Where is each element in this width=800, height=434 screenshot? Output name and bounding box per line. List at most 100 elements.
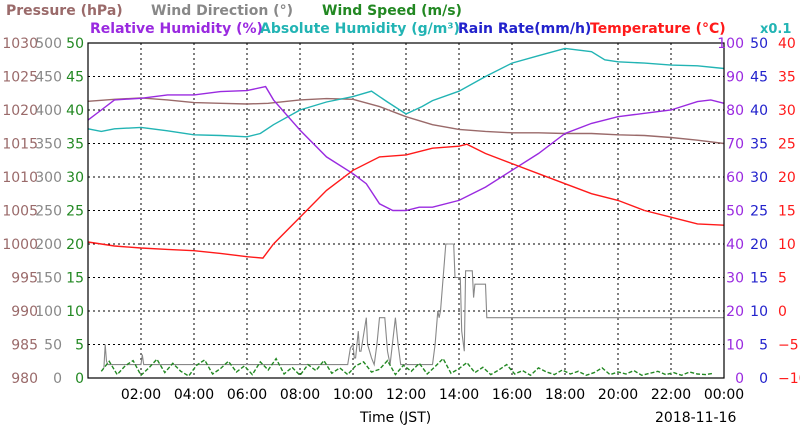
tick-x: 16:00 — [492, 387, 532, 403]
tick-rain-rate: 35 — [750, 137, 768, 153]
tick-temperature: 5 — [778, 271, 787, 287]
plot-border — [87, 42, 725, 379]
grid — [88, 43, 724, 378]
tick-rain-rate: 45 — [750, 70, 768, 86]
tick-pressure: 1015 — [2, 137, 38, 153]
tick-relative-humidity: 20 — [726, 304, 744, 320]
tick-temperature: 15 — [778, 204, 796, 220]
tick-pressure: 1025 — [2, 70, 38, 86]
tick-wind-speed: 25 — [66, 204, 84, 220]
tick-pressure: 1010 — [2, 170, 38, 186]
tick-rain-rate: 0 — [759, 371, 768, 387]
tick-temperature: −5 — [778, 338, 799, 354]
tick-wind-direction: 0 — [53, 371, 62, 387]
tick-wind-speed: 30 — [66, 170, 84, 186]
series-absolute-humidity — [87, 47, 725, 138]
tick-relative-humidity: 90 — [726, 70, 744, 86]
tick-wind-speed: 20 — [66, 237, 84, 253]
tick-temperature: 35 — [778, 70, 796, 86]
legend-rain-rate: Rain Rate(mm/h) — [458, 21, 591, 37]
tick-x: 20:00 — [598, 387, 638, 403]
tick-x: 02:00 — [121, 387, 161, 403]
series-wind-speed — [100, 357, 714, 377]
tick-temperature: 30 — [778, 103, 796, 119]
tick-rain-rate: 20 — [750, 237, 768, 253]
tick-wind-direction: 200 — [35, 237, 62, 253]
tick-x: 00:00 — [704, 387, 744, 403]
tick-wind-direction: 350 — [35, 137, 62, 153]
tick-relative-humidity: 40 — [726, 237, 744, 253]
tick-temperature: −10 — [778, 371, 800, 387]
legend-absolute-humidity: Absolute Humidity (g/m³) — [260, 21, 460, 37]
legend-relative-humidity: Relative Humidity (%) — [90, 21, 263, 37]
legend-pressure: Pressure (hPa) — [6, 3, 123, 19]
tick-wind-direction: 450 — [35, 70, 62, 86]
tick-wind-direction: 100 — [35, 304, 62, 320]
tick-rain-rate: 15 — [750, 271, 768, 287]
legend-rain-scale: x0.1 — [760, 22, 791, 37]
tick-temperature: 0 — [778, 304, 787, 320]
tick-relative-humidity: 30 — [726, 271, 744, 287]
tick-relative-humidity: 60 — [726, 170, 744, 186]
tick-x: 12:00 — [386, 387, 426, 403]
tick-wind-direction: 150 — [35, 271, 62, 287]
tick-x: 22:00 — [651, 387, 691, 403]
tick-wind-speed: 40 — [66, 103, 84, 119]
legend: Pressure (hPa) Wind Direction (°) Wind S… — [6, 3, 791, 37]
tick-temperature: 25 — [778, 137, 796, 153]
tick-x: 18:00 — [545, 387, 585, 403]
series-temperature — [87, 143, 725, 259]
tick-pressure: 985 — [11, 338, 38, 354]
series-relative-humidity — [87, 85, 725, 212]
tick-pressure: 1030 — [2, 36, 38, 52]
tick-x: 08:00 — [280, 387, 320, 403]
tick-relative-humidity: 0 — [735, 371, 744, 387]
tick-wind-speed: 45 — [66, 70, 84, 86]
series-wind-direction — [103, 243, 724, 368]
tick-wind-direction: 500 — [35, 36, 62, 52]
tick-rain-rate: 5 — [759, 338, 768, 354]
tick-wind-direction: 400 — [35, 103, 62, 119]
date-label: 2018-11-16 — [655, 410, 736, 426]
tick-x: 14:00 — [439, 387, 479, 403]
tick-rain-rate: 10 — [750, 304, 768, 320]
tick-pressure: 1020 — [2, 103, 38, 119]
plot-frame — [87, 42, 725, 379]
tick-pressure: 990 — [11, 304, 38, 320]
series-pressure — [87, 97, 725, 145]
tick-wind-direction: 300 — [35, 170, 62, 186]
tick-wind-speed: 10 — [66, 304, 84, 320]
tick-relative-humidity: 70 — [726, 137, 744, 153]
tick-temperature: 20 — [778, 170, 796, 186]
tick-x: 06:00 — [227, 387, 267, 403]
tick-relative-humidity: 50 — [726, 204, 744, 220]
tick-rain-rate: 25 — [750, 204, 768, 220]
tick-wind-direction: 50 — [44, 338, 62, 354]
legend-temperature: Temperature (°C) — [590, 21, 726, 37]
series-layer — [87, 47, 725, 377]
axis-ticks: 1030102510201015101010051000995990985980… — [2, 36, 800, 403]
tick-pressure: 1000 — [2, 237, 38, 253]
x-axis-label: Time (JST) — [359, 410, 431, 426]
tick-wind-speed: 35 — [66, 137, 84, 153]
tick-temperature: 40 — [778, 36, 796, 52]
tick-rain-rate: 50 — [750, 36, 768, 52]
legend-wind-direction: Wind Direction (°) — [151, 3, 293, 19]
tick-wind-speed: 0 — [75, 371, 84, 387]
legend-wind-speed: Wind Speed (m/s) — [322, 3, 462, 19]
tick-relative-humidity: 10 — [726, 338, 744, 354]
tick-wind-speed: 5 — [75, 338, 84, 354]
tick-relative-humidity: 80 — [726, 103, 744, 119]
tick-relative-humidity: 100 — [717, 36, 744, 52]
tick-wind-direction: 250 — [35, 204, 62, 220]
tick-pressure: 980 — [11, 371, 38, 387]
tick-pressure: 995 — [11, 271, 38, 287]
tick-x: 04:00 — [174, 387, 214, 403]
tick-rain-rate: 30 — [750, 170, 768, 186]
tick-pressure: 1005 — [2, 204, 38, 220]
tick-rain-rate: 40 — [750, 103, 768, 119]
tick-x: 10:00 — [333, 387, 373, 403]
tick-wind-speed: 15 — [66, 271, 84, 287]
tick-temperature: 10 — [778, 237, 796, 253]
